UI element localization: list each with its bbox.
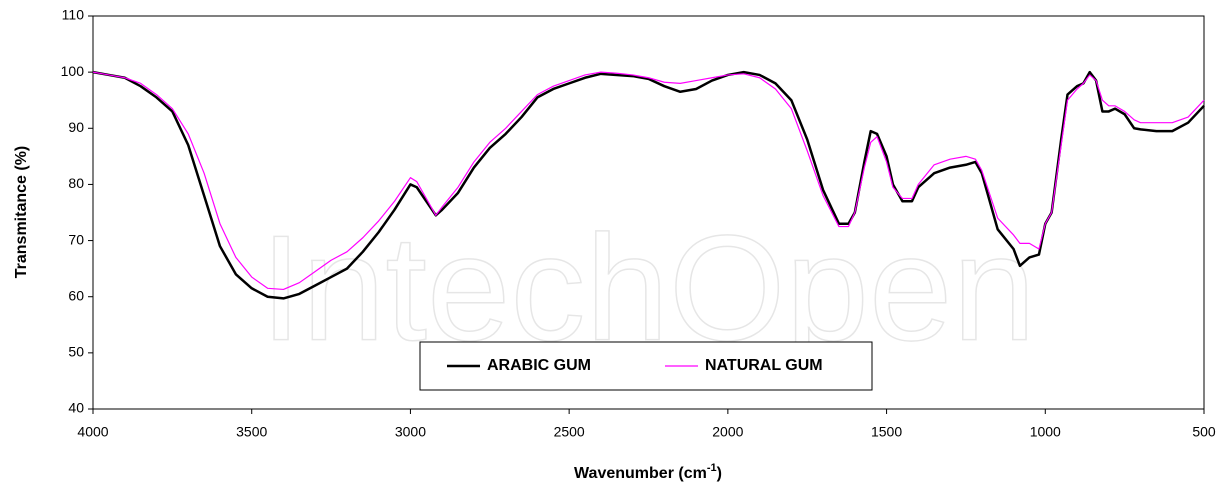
series-line <box>92 70 1205 300</box>
x-tick-label: 2500 <box>554 424 585 440</box>
x-tick-label: 1500 <box>871 424 902 440</box>
y-tick-label: 60 <box>68 287 84 303</box>
x-axis-label-text: Wavenumber (cm <box>574 465 707 482</box>
x-axis-label: Wavenumber (cm-1) <box>574 462 722 482</box>
legend-box <box>419 341 873 391</box>
y-tick-label: 70 <box>68 231 84 247</box>
y-tick-label: 90 <box>68 119 84 135</box>
plot-frame <box>92 15 1205 410</box>
y-tick-label: 80 <box>68 175 84 191</box>
x-axis-label-sup: -1 <box>707 462 717 474</box>
legend-label: NATURAL GUM <box>705 357 823 374</box>
x-tick-label: 500 <box>1192 424 1216 440</box>
x-tick-label: 4000 <box>77 424 108 440</box>
x-tick-label: 3500 <box>236 424 267 440</box>
y-tick-label: 110 <box>62 7 85 23</box>
x-tick-label: 2000 <box>712 424 743 440</box>
y-tick-label: 50 <box>68 344 84 360</box>
x-tick-label: 1000 <box>1030 424 1061 440</box>
legend-label: ARABIC GUM <box>487 357 591 374</box>
series-line <box>92 71 1205 291</box>
x-tick-label: 3000 <box>395 424 426 440</box>
y-tick-label: 40 <box>68 400 84 416</box>
y-axis-label: Transmitance (%) <box>13 146 30 278</box>
x-axis-label-tail: ) <box>717 465 722 482</box>
y-tick-label: 100 <box>61 63 85 79</box>
